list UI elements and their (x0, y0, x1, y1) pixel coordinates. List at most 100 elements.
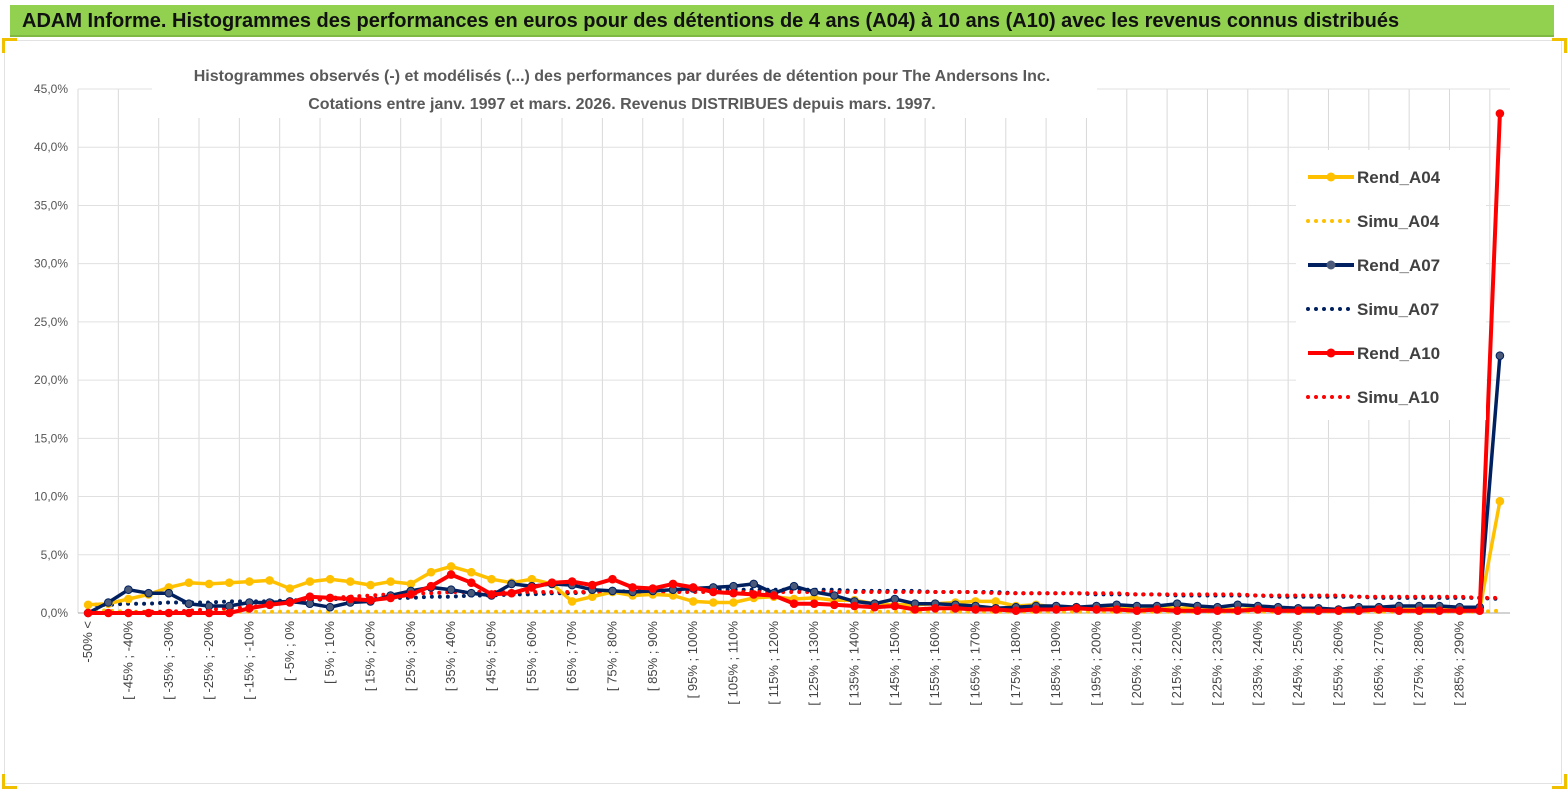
data-point-rend_a04 (124, 594, 133, 604)
data-point-rend_a10 (567, 577, 577, 586)
data-point-rend_a04 (325, 574, 335, 584)
data-point-rend_a10 (406, 590, 416, 599)
data-point-rend_a10 (426, 581, 436, 591)
data-point-rend_a10 (870, 602, 880, 612)
data-point-rend_a04 (688, 597, 698, 606)
data-point-rend_a10 (890, 601, 900, 611)
legend-label-simu_a04: Simu_A04 (1357, 212, 1440, 231)
data-point-rend_a10 (688, 583, 698, 592)
data-point-rend_a10 (709, 587, 718, 597)
x-tick-label: [ 15% ; 20% (362, 621, 377, 692)
data-point-rend_a10 (1193, 606, 1202, 616)
x-tick-label: [ 215% ; 220% (1169, 621, 1184, 706)
x-tick-label: [ 165% ; 170% (968, 621, 983, 706)
data-point-rend_a10 (83, 608, 93, 618)
data-point-rend_a10 (1334, 606, 1343, 616)
x-tick-label: [ 105% ; 110% (725, 621, 740, 705)
data-point-rend_a10 (1072, 604, 1081, 613)
data-point-rend_a10 (225, 608, 234, 618)
x-tick-label: [ 55% ; 60% (524, 621, 539, 692)
data-point-rend_a10 (245, 604, 254, 613)
x-tick-label: [ 95% ; 100% (685, 621, 700, 699)
x-tick-label: [ 205% ; 210% (1129, 621, 1144, 706)
data-point-rend_a10 (204, 608, 214, 618)
x-tick-label: [ -35% ; -30% (161, 621, 176, 700)
data-point-rend_a10 (1455, 606, 1464, 616)
legend-marker-rend_a07 (1326, 260, 1336, 270)
data-point-rend_a04 (446, 562, 456, 571)
x-tick-label: [ -5% ; 0% (282, 621, 297, 681)
x-tick-label: [ 5% ; 10% (322, 621, 337, 684)
legend-background (1296, 150, 1486, 420)
data-point-rend_a10 (588, 580, 597, 590)
data-point-rend_a07 (1172, 599, 1182, 609)
data-point-rend_a10 (467, 578, 476, 588)
x-tick-label: -50% < (80, 621, 95, 663)
y-tick-label: 10,0% (34, 490, 68, 504)
y-tick-label: 45,0% (34, 82, 68, 96)
data-point-rend_a07 (446, 585, 456, 595)
data-point-rend_a07 (325, 602, 335, 612)
data-point-rend_a04 (527, 574, 537, 584)
data-point-rend_a10 (1051, 605, 1061, 614)
x-tick-label: [ 155% ; 160% (927, 621, 942, 706)
data-point-rend_a10 (991, 605, 1001, 614)
data-point-rend_a04 (265, 576, 274, 585)
data-point-rend_a10 (1253, 605, 1263, 614)
data-point-rend_a04 (467, 567, 476, 577)
data-point-rend_a04 (184, 578, 194, 588)
x-tick-label: [ 115% ; 120% (766, 621, 781, 705)
x-tick-label: [ 225% ; 230% (1210, 621, 1225, 706)
x-tick-label: [ 45% ; 50% (483, 621, 498, 692)
subtitle-background (152, 60, 1097, 118)
data-point-rend_a10 (769, 591, 779, 600)
data-point-rend_a04 (426, 567, 436, 577)
data-point-rend_a10 (366, 595, 375, 605)
legend-label-simu_a10: Simu_A10 (1357, 388, 1439, 407)
data-point-rend_a10 (1112, 605, 1121, 614)
data-point-rend_a07 (305, 599, 315, 609)
x-tick-label: [ 235% ; 240% (1250, 621, 1265, 706)
data-point-rend_a04 (83, 600, 93, 610)
data-point-rend_a07 (1495, 351, 1505, 361)
data-point-rend_a04 (729, 598, 738, 607)
x-tick-label: [ 135% ; 140% (847, 621, 862, 706)
data-point-rend_a07 (184, 599, 194, 609)
data-point-rend_a10 (144, 608, 153, 618)
data-point-rend_a10 (325, 593, 335, 603)
data-point-rend_a07 (809, 587, 819, 597)
data-point-rend_a04 (386, 577, 395, 586)
x-tick-label: [ 275% ; 280% (1411, 621, 1426, 706)
x-tick-label: [ 125% ; 130% (806, 621, 821, 706)
data-point-rend_a10 (830, 600, 839, 610)
data-point-rend_a10 (386, 593, 395, 603)
x-tick-label: [ 255% ; 260% (1331, 621, 1346, 706)
data-point-rend_a04 (567, 597, 577, 606)
data-point-rend_a04 (225, 578, 234, 588)
data-point-rend_a10 (265, 600, 274, 610)
data-point-rend_a10 (1092, 605, 1101, 614)
data-point-rend_a07 (749, 579, 759, 589)
x-tick-label: [ 145% ; 150% (887, 621, 902, 706)
x-tick-label: [ 185% ; 190% (1048, 621, 1063, 706)
data-point-rend_a10 (930, 604, 940, 613)
data-point-rend_a07 (729, 581, 738, 591)
legend-label-simu_a07: Simu_A07 (1357, 300, 1439, 319)
data-point-rend_a07 (890, 594, 900, 604)
x-tick-label: [ 285% ; 290% (1452, 621, 1467, 706)
data-point-rend_a10 (1435, 606, 1444, 616)
data-point-rend_a10 (648, 584, 658, 593)
data-point-rend_a04 (305, 577, 315, 586)
data-point-rend_a10 (104, 608, 113, 618)
data-point-rend_a04 (406, 579, 416, 589)
x-tick-label: [ 75% ; 80% (604, 621, 619, 692)
legend-label-rend_a04: Rend_A04 (1357, 168, 1441, 187)
x-tick-label: [ 85% ; 90% (645, 621, 660, 692)
data-point-rend_a10 (1354, 606, 1363, 616)
legend-label-rend_a07: Rend_A07 (1357, 256, 1440, 275)
x-tick-label: [ 65% ; 70% (564, 621, 579, 692)
x-tick-label: [ 25% ; 30% (403, 621, 418, 692)
y-axis: 0,0% 5,0% 10,0% 15,0% 20,0% 25,0% 30,0% 35,0% 40… (34, 82, 68, 620)
y-tick-label: 5,0% (41, 548, 69, 562)
chart-frame (4, 40, 1562, 784)
